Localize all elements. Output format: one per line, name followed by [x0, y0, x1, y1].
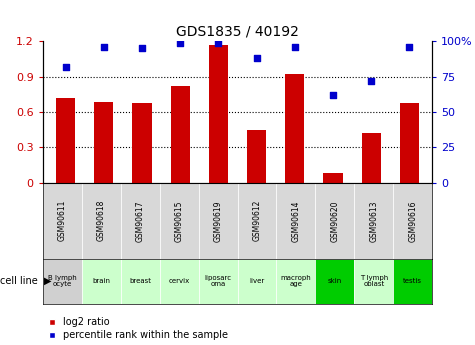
- Text: cell line  ▶: cell line ▶: [0, 276, 51, 286]
- Legend: log2 ratio, percentile rank within the sample: log2 ratio, percentile rank within the s…: [48, 317, 228, 340]
- Point: [62, 64, 69, 70]
- Text: liver: liver: [249, 278, 265, 284]
- Text: GSM90619: GSM90619: [214, 200, 222, 242]
- Point: [406, 44, 413, 50]
- Bar: [276, 183, 315, 259]
- Point: [367, 78, 375, 84]
- Bar: [43, 259, 82, 304]
- Title: GDS1835 / 40192: GDS1835 / 40192: [176, 25, 299, 39]
- Text: GSM90613: GSM90613: [370, 200, 378, 242]
- Bar: [238, 183, 276, 259]
- Bar: [361, 133, 380, 183]
- Bar: [160, 259, 199, 304]
- Bar: [95, 101, 114, 183]
- Text: GSM90620: GSM90620: [331, 200, 339, 242]
- Bar: [199, 183, 238, 259]
- Text: GSM90614: GSM90614: [292, 200, 300, 242]
- Point: [329, 92, 337, 98]
- Text: B lymph
ocyte: B lymph ocyte: [48, 275, 76, 287]
- Text: GSM90612: GSM90612: [253, 200, 261, 242]
- Bar: [199, 259, 238, 304]
- Text: GSM90617: GSM90617: [136, 200, 144, 242]
- Bar: [315, 183, 354, 259]
- Text: testis: testis: [403, 278, 422, 284]
- Text: liposarc
oma: liposarc oma: [204, 275, 232, 287]
- Point: [138, 46, 146, 51]
- Point: [215, 40, 222, 46]
- Bar: [285, 75, 304, 183]
- Text: T lymph
oblast: T lymph oblast: [360, 275, 388, 287]
- Bar: [276, 259, 315, 304]
- Point: [176, 40, 184, 46]
- Point: [100, 44, 108, 50]
- Text: skin: skin: [328, 278, 342, 284]
- Point: [253, 56, 260, 61]
- Bar: [121, 183, 160, 259]
- Bar: [354, 259, 393, 304]
- Bar: [315, 259, 354, 304]
- Text: GSM90618: GSM90618: [97, 200, 105, 242]
- Text: GSM90611: GSM90611: [58, 200, 66, 242]
- Text: brain: brain: [92, 278, 110, 284]
- Bar: [82, 259, 121, 304]
- Text: macroph
age: macroph age: [281, 275, 311, 287]
- Bar: [160, 183, 199, 259]
- Bar: [247, 130, 266, 183]
- Text: GSM90615: GSM90615: [175, 200, 183, 242]
- Bar: [393, 259, 432, 304]
- Text: breast: breast: [129, 278, 151, 284]
- Bar: [171, 86, 190, 183]
- Bar: [400, 103, 419, 183]
- Bar: [121, 259, 160, 304]
- Bar: [238, 259, 276, 304]
- Text: GSM90616: GSM90616: [408, 200, 417, 242]
- Bar: [133, 103, 152, 183]
- Bar: [56, 98, 75, 183]
- Bar: [43, 183, 82, 259]
- Bar: [354, 183, 393, 259]
- Bar: [82, 183, 121, 259]
- Text: cervix: cervix: [169, 278, 190, 284]
- Point: [291, 44, 299, 50]
- Bar: [393, 183, 432, 259]
- Bar: [323, 174, 342, 183]
- Bar: [209, 45, 228, 183]
